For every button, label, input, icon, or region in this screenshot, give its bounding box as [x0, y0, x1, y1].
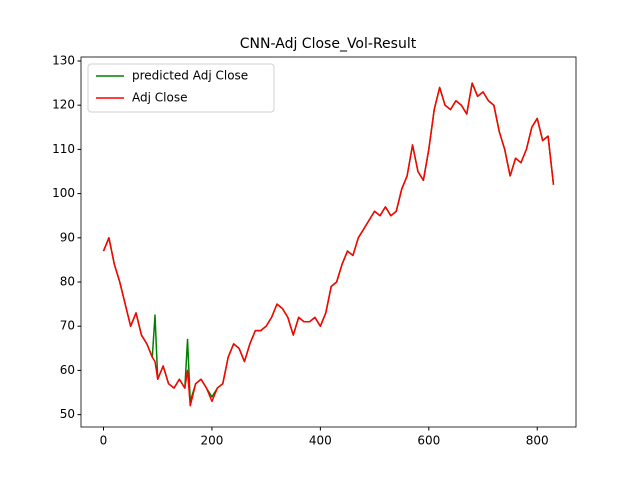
legend-box — [87, 63, 275, 113]
x-tick-label: 400 — [309, 434, 332, 448]
x-tick-label: 200 — [200, 434, 223, 448]
y-tick-label: 70 — [60, 319, 75, 333]
x-tick-label: 0 — [100, 434, 108, 448]
y-tick-label: 110 — [52, 142, 75, 156]
series-line — [102, 82, 555, 407]
y-tick-label: 100 — [52, 186, 75, 200]
y-tick-label: 60 — [60, 363, 75, 377]
y-tick-label: 120 — [52, 98, 75, 112]
x-tick-label: 800 — [526, 434, 549, 448]
y-tick-label: 130 — [52, 53, 75, 67]
x-tick-label: 600 — [417, 434, 440, 448]
legend-label: predicted Adj Close — [132, 69, 248, 83]
y-tick-label: 50 — [60, 407, 75, 421]
y-tick-label: 90 — [60, 230, 75, 244]
y-tick-label: 80 — [60, 275, 75, 289]
plot-frame — [80, 56, 577, 428]
chart-title: CNN-Adj Close_Vol-Result — [240, 36, 417, 52]
legend-label: Adj Close — [132, 91, 187, 105]
